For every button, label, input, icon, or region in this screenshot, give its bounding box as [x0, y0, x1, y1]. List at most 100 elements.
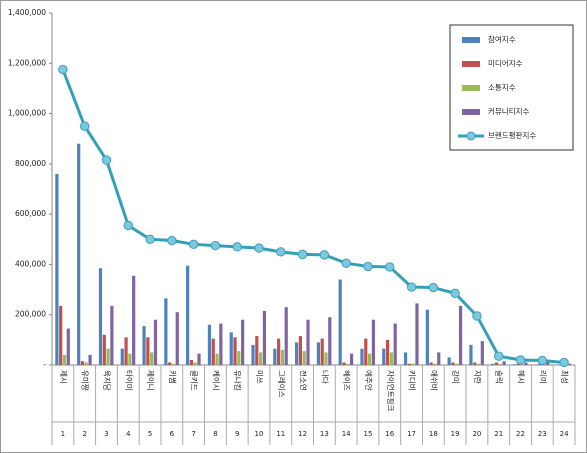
- bar: [451, 362, 455, 365]
- bar: [59, 305, 63, 365]
- x-tick-label: 예주얀: [364, 370, 374, 391]
- bar: [491, 363, 495, 365]
- bar: [364, 338, 368, 365]
- bar: [241, 319, 245, 365]
- x-tick-label: 유나킴: [233, 370, 242, 391]
- bar: [433, 363, 437, 365]
- rank-label: 23: [538, 430, 547, 438]
- x-tick-label: 클키드: [190, 370, 199, 391]
- bar: [567, 363, 572, 365]
- rank-label: 19: [451, 430, 460, 438]
- line-marker: [559, 357, 569, 368]
- bar: [298, 336, 303, 365]
- bar: [189, 359, 194, 365]
- x-tick-label: 나다: [320, 370, 329, 384]
- bar: [219, 323, 223, 365]
- bar: [142, 326, 146, 365]
- bar: [516, 363, 520, 365]
- x-tick-label: 최성: [560, 370, 570, 384]
- bar: [473, 362, 477, 365]
- line-marker: [101, 155, 112, 165]
- x-tick-label: 리미: [538, 370, 547, 384]
- bar: [229, 332, 233, 365]
- legend-swatch: [462, 109, 480, 115]
- line-marker: [428, 282, 439, 293]
- bar: [393, 323, 397, 365]
- bar: [168, 362, 172, 365]
- line-marker: [232, 242, 242, 252]
- bar: [407, 363, 411, 365]
- bar: [153, 319, 158, 365]
- bar: [320, 338, 324, 365]
- x-tick-label: 강미: [451, 370, 461, 384]
- bar: [411, 363, 415, 365]
- line-marker: [494, 351, 504, 361]
- bar: [534, 364, 538, 365]
- legend-swatch: [462, 85, 480, 91]
- legend-label: 브랜드평판지수: [488, 130, 536, 140]
- line-marker: [385, 262, 395, 272]
- bar: [324, 352, 328, 365]
- rank-label: 17: [407, 430, 416, 438]
- rank-label: 9: [235, 430, 239, 438]
- bar: [98, 268, 103, 365]
- x-tick-label: 헤이즈: [342, 370, 352, 391]
- bar: [132, 275, 136, 365]
- legend-box: [449, 24, 574, 151]
- x-tick-label: 타이미: [124, 370, 134, 391]
- rank-label: 10: [255, 430, 264, 438]
- rank-label: 11: [276, 430, 285, 438]
- bar: [255, 336, 259, 365]
- bar: [382, 348, 386, 365]
- bar: [66, 328, 70, 365]
- bar: [494, 362, 499, 365]
- bar: [120, 348, 124, 365]
- line-marker: [472, 311, 482, 321]
- line-marker: [341, 258, 351, 268]
- rank-label: 2: [82, 430, 86, 438]
- bar: [556, 364, 560, 365]
- bar: [233, 337, 237, 365]
- x-tick-label: 전소연: [299, 370, 309, 391]
- bar: [273, 348, 277, 365]
- y-tick-label: 200,000: [15, 310, 46, 319]
- bar: [455, 363, 459, 365]
- rank-label: 18: [429, 430, 438, 438]
- bar: [128, 353, 132, 365]
- line-marker: [406, 282, 417, 292]
- rank-label: 15: [364, 430, 373, 438]
- bar: [371, 319, 375, 365]
- bar: [342, 362, 346, 365]
- bar: [106, 348, 110, 365]
- bar: [211, 338, 215, 365]
- bar: [55, 173, 59, 365]
- bar: [237, 351, 241, 365]
- bar: [175, 312, 179, 365]
- bar: [447, 357, 451, 365]
- x-tick-label: 키썸: [168, 370, 177, 384]
- bar: [102, 334, 106, 365]
- bar: [259, 352, 263, 365]
- bar: [360, 348, 364, 365]
- bar: [338, 279, 342, 365]
- bar: [80, 361, 85, 365]
- line-marker: [254, 243, 264, 253]
- line-marker: [167, 235, 177, 246]
- bar: [62, 354, 67, 365]
- x-tick-label: 키디비: [408, 370, 417, 391]
- rank-label: 12: [298, 430, 307, 438]
- x-tick-label: 케이시: [211, 370, 221, 391]
- bar: [88, 354, 92, 365]
- rank-label: 14: [342, 430, 351, 438]
- rank-label: 4: [126, 430, 131, 438]
- line-marker: [58, 64, 68, 75]
- bar: [520, 364, 524, 365]
- x-tick-label: 슬릭: [495, 370, 504, 384]
- x-tick-label: 제시: [59, 370, 68, 384]
- legend-label: 참여지수: [488, 34, 516, 44]
- bar: [197, 353, 201, 365]
- y-tick-label: 800,000: [15, 159, 46, 168]
- bar: [124, 337, 128, 365]
